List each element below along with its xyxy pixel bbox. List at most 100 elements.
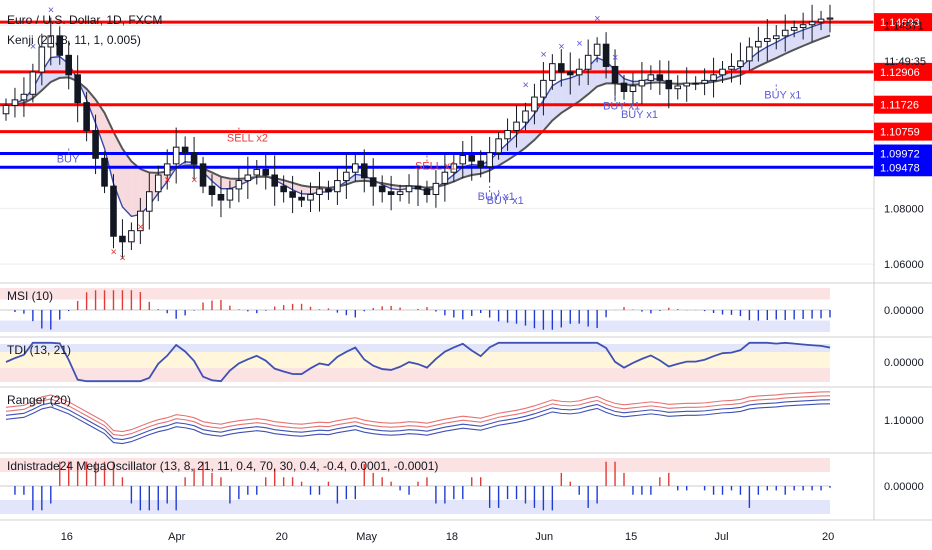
x-marker: ×: [191, 174, 197, 186]
candle-body: [92, 129, 99, 159]
candle-body: [128, 230, 135, 243]
candle-body: [558, 63, 565, 73]
candle-body: [459, 155, 467, 165]
band-segment: [50, 56, 60, 82]
candle-body: [74, 74, 81, 104]
overlay-name: Kenji (21, 8, 11, 1, 0.005): [7, 33, 141, 47]
candle-body: [163, 163, 171, 176]
subpane-band-top: [0, 458, 830, 473]
candle-body: [289, 191, 296, 198]
band-segment: [570, 74, 580, 108]
candle-body: [181, 146, 189, 154]
candle-body: [2, 104, 10, 115]
level-tag: [874, 95, 932, 114]
candle-body: [737, 60, 744, 67]
candle-body: [531, 96, 538, 112]
candle-body: [620, 82, 628, 93]
x-marker: ×: [48, 5, 54, 17]
candle-body: [799, 24, 807, 28]
candle-body: [790, 26, 798, 31]
candle-body: [575, 68, 583, 76]
signal-label: BUY: [57, 153, 80, 165]
band-segment: [301, 185, 311, 195]
candle-body: [334, 180, 341, 193]
candle-body: [423, 188, 431, 195]
candle-body: [710, 74, 717, 81]
subpane-tick-label: 0.00000: [884, 357, 924, 369]
band-segment: [95, 99, 105, 149]
candle-body: [352, 163, 359, 173]
candle-body: [101, 157, 108, 187]
price-tick-label: 1.06000: [884, 259, 924, 271]
candle-body: [316, 188, 323, 195]
candle-body: [701, 79, 708, 84]
band-segment: [749, 52, 759, 71]
candle-body: [593, 43, 601, 56]
price-pane: [0, 0, 874, 282]
candle-body: [495, 138, 502, 154]
x-marker: ×: [576, 38, 582, 50]
signal-label: BUY x1: [764, 89, 801, 101]
candle-body: [683, 82, 690, 87]
candle-body: [629, 85, 637, 93]
chart-title: Euro / U.S. Dollar, 1D, FXCM: [7, 13, 162, 27]
candle-body: [826, 17, 834, 20]
x-marker: ×: [594, 13, 600, 25]
time-tick-label: May: [356, 531, 377, 543]
candle-body: [137, 210, 144, 232]
candle-body: [271, 174, 278, 187]
candle-body: [611, 65, 619, 84]
candle-body: [522, 110, 529, 123]
band-segment: [552, 80, 562, 121]
candle-body: [396, 191, 404, 195]
candle-body: [772, 35, 780, 40]
indicator-subpanes: MSI (10) 0.00000 TDI (13, 21) 0.00000 Ranger…: [0, 282, 932, 514]
candle-body: [65, 54, 72, 76]
subpane-tick-label: 0.00000: [884, 305, 924, 317]
level-tag-label: 1.12906: [880, 67, 920, 79]
candle-body: [56, 35, 64, 56]
signal-label: BUY x1: [603, 101, 640, 113]
candle-body: [817, 18, 825, 23]
candle-body: [47, 35, 55, 48]
band-segment: [821, 21, 830, 39]
x-marker: ×: [558, 41, 564, 53]
x-marker: ×: [110, 247, 116, 259]
candle-body: [513, 121, 520, 131]
price-tick-label: 1.08000: [884, 203, 924, 215]
level-tag-label: 1.09478: [880, 162, 920, 174]
time-tick-label: Apr: [168, 531, 185, 543]
ranger-line: [5, 395, 831, 437]
candle-body: [378, 185, 386, 193]
time-tick-label: Jun: [535, 531, 553, 543]
subpane-band-bottom: [0, 320, 830, 332]
candle-body: [262, 168, 270, 176]
band-segment: [794, 29, 804, 50]
candle-body: [486, 152, 493, 168]
subpane-name: TDI (13, 21): [7, 343, 71, 357]
candle-body: [235, 180, 243, 190]
band-segment: [767, 42, 777, 63]
candle-body: [405, 185, 413, 193]
candle-body: [208, 185, 216, 195]
level-tag-label: 1.10759: [880, 127, 920, 139]
tdi-band-mid: [0, 352, 830, 368]
x-marker: ×: [164, 174, 170, 186]
signal-label: SELL x1: [415, 160, 456, 172]
candle-body: [638, 79, 646, 87]
candle-body: [566, 71, 574, 76]
candle-body: [343, 171, 350, 182]
candle-body: [441, 171, 449, 184]
level-tag-label: 1.09972: [880, 149, 920, 161]
candle-body: [540, 79, 547, 98]
candle-body: [432, 182, 440, 195]
level-tag: [874, 158, 932, 177]
level-tag: [874, 13, 932, 32]
band-segment: [758, 46, 768, 67]
subpane-name: Ranger (20): [7, 393, 71, 407]
x-marker: ×: [119, 252, 125, 264]
x-marker: ×: [612, 52, 618, 64]
ranger-line: [5, 403, 831, 445]
time-tick-label: Jul: [715, 531, 729, 543]
